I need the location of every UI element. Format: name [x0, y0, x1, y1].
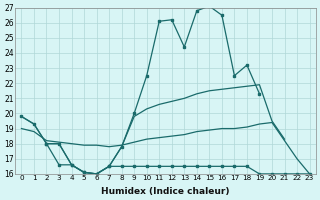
X-axis label: Humidex (Indice chaleur): Humidex (Indice chaleur)	[101, 187, 230, 196]
